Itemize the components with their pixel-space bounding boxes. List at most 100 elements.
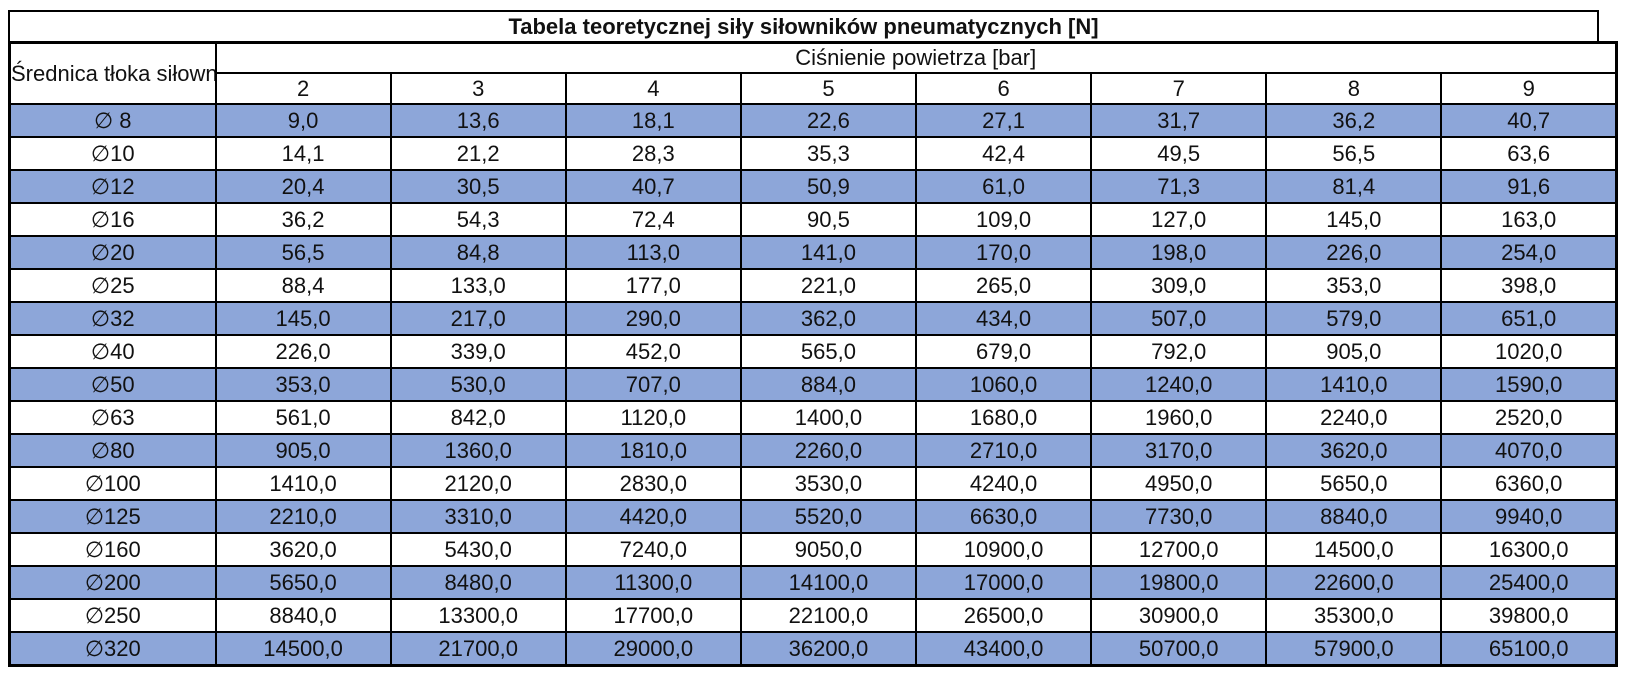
force-value-cell: 2210,0 [214,499,392,534]
force-value-cell: 362,0 [739,301,918,336]
force-value-cell: 22100,0 [739,598,918,633]
force-value-cell: 17000,0 [914,565,1093,600]
force-value-cell: 5520,0 [739,499,918,534]
force-value-cell: 3530,0 [739,466,918,501]
force-table: Średnica tłoka siłownika Ciśnienie powie… [8,41,1618,667]
force-value-cell: 7730,0 [1090,499,1268,534]
force-value-cell: 6630,0 [914,499,1093,534]
force-value-cell: 1680,0 [914,400,1093,435]
pressure-column-header: 5 [739,72,918,105]
force-value-cell: 792,0 [1090,334,1268,369]
force-value-cell: 2240,0 [1265,400,1443,435]
force-value-cell: 113,0 [564,235,742,270]
force-value-cell: 579,0 [1265,301,1443,336]
force-value-cell: 26500,0 [914,598,1093,633]
diameter-row-label: ∅200 [8,565,217,600]
force-value-cell: 28,3 [564,136,742,171]
force-value-cell: 61,0 [914,169,1093,204]
force-value-cell: 1810,0 [564,433,742,468]
force-value-cell: 2830,0 [564,466,742,501]
force-value-cell: 27,1 [914,103,1093,138]
force-value-cell: 63,6 [1440,136,1618,171]
force-value-cell: 11300,0 [564,565,742,600]
force-value-cell: 31,7 [1090,103,1268,138]
force-value-cell: 141,0 [739,235,918,270]
force-value-cell: 9940,0 [1440,499,1618,534]
force-value-cell: 54,3 [389,202,567,237]
force-value-cell: 42,4 [914,136,1093,171]
table-row: ∅320 14500,0 21700,0 29000,0 36200,0 43400,0 5… [8,631,1618,666]
force-value-cell: 309,0 [1090,268,1268,303]
force-value-cell: 30900,0 [1090,598,1268,633]
force-value-cell: 19800,0 [1090,565,1268,600]
force-value-cell: 29000,0 [564,631,742,666]
diameter-row-label: ∅80 [8,433,217,468]
force-value-cell: 65100,0 [1440,631,1618,666]
force-value-cell: 39800,0 [1440,598,1618,633]
force-value-cell: 1120,0 [564,400,742,435]
table-row: ∅12 20,4 30,5 40,7 50,9 61,0 71,3 81,4 91,6 [8,169,1618,204]
force-value-cell: 9050,0 [739,532,918,567]
diameter-row-label: ∅ 8 [8,103,217,138]
force-value-cell: 16300,0 [1440,532,1618,567]
table-row: ∅20 56,5 84,8 113,0 141,0 170,0 198,0 226,0 254,… [8,235,1618,270]
force-value-cell: 1020,0 [1440,334,1618,369]
force-value-cell: 4240,0 [914,466,1093,501]
force-value-cell: 25400,0 [1440,565,1618,600]
force-value-cell: 8480,0 [389,565,567,600]
force-value-cell: 91,6 [1440,169,1618,204]
table-row: ∅63 561,0 842,0 1120,0 1400,0 1680,0 1960,0 224… [8,400,1618,435]
force-value-cell: 177,0 [564,268,742,303]
force-value-cell: 398,0 [1440,268,1618,303]
pressure-column-header: 4 [564,72,742,105]
pressure-column-header: 6 [914,72,1093,105]
force-value-cell: 4070,0 [1440,433,1618,468]
diameter-row-label: ∅12 [8,169,217,204]
force-value-cell: 353,0 [1265,268,1443,303]
force-value-cell: 22,6 [739,103,918,138]
force-value-cell: 3620,0 [214,532,392,567]
table-row: ∅125 2210,0 3310,0 4420,0 5520,0 6630,0 7730,0… [8,499,1618,534]
force-value-cell: 3620,0 [1265,433,1443,468]
force-value-cell: 452,0 [564,334,742,369]
force-value-cell: 49,5 [1090,136,1268,171]
diameter-row-label: ∅100 [8,466,217,501]
force-value-cell: 21,2 [389,136,567,171]
force-value-cell: 18,1 [564,103,742,138]
force-value-cell: 14500,0 [214,631,392,666]
force-value-cell: 36200,0 [739,631,918,666]
force-value-cell: 905,0 [214,433,392,468]
force-value-cell: 221,0 [739,268,918,303]
force-value-cell: 842,0 [389,400,567,435]
force-value-cell: 30,5 [389,169,567,204]
force-value-cell: 13300,0 [389,598,567,633]
force-table-header: Średnica tłoka siłownika Ciśnienie powie… [8,41,1618,105]
force-value-cell: 679,0 [914,334,1093,369]
force-value-cell: 530,0 [389,367,567,402]
table-row: ∅10 14,1 21,2 28,3 35,3 42,4 49,5 56,5 63,6 [8,136,1618,171]
diameter-row-label: ∅16 [8,202,217,237]
force-value-cell: 90,5 [739,202,918,237]
force-value-cell: 353,0 [214,367,392,402]
diameter-row-label: ∅50 [8,367,217,402]
force-value-cell: 4950,0 [1090,466,1268,501]
force-value-cell: 2710,0 [914,433,1093,468]
force-value-cell: 5650,0 [1265,466,1443,501]
diameter-row-label: ∅125 [8,499,217,534]
force-value-cell: 1240,0 [1090,367,1268,402]
table-row: ∅200 5650,0 8480,0 11300,0 14100,0 17000,0 198… [8,565,1618,600]
force-value-cell: 4420,0 [564,499,742,534]
force-value-cell: 1960,0 [1090,400,1268,435]
force-value-cell: 10900,0 [914,532,1093,567]
force-value-cell: 507,0 [1090,301,1268,336]
force-value-cell: 163,0 [1440,202,1618,237]
force-value-cell: 13,6 [389,103,567,138]
force-value-cell: 71,3 [1090,169,1268,204]
force-value-cell: 9,0 [214,103,392,138]
diameter-row-label: ∅320 [8,631,217,666]
force-value-cell: 651,0 [1440,301,1618,336]
table-row: ∅80 905,0 1360,0 1810,0 2260,0 2710,0 3170,0 36… [8,433,1618,468]
force-value-cell: 36,2 [214,202,392,237]
